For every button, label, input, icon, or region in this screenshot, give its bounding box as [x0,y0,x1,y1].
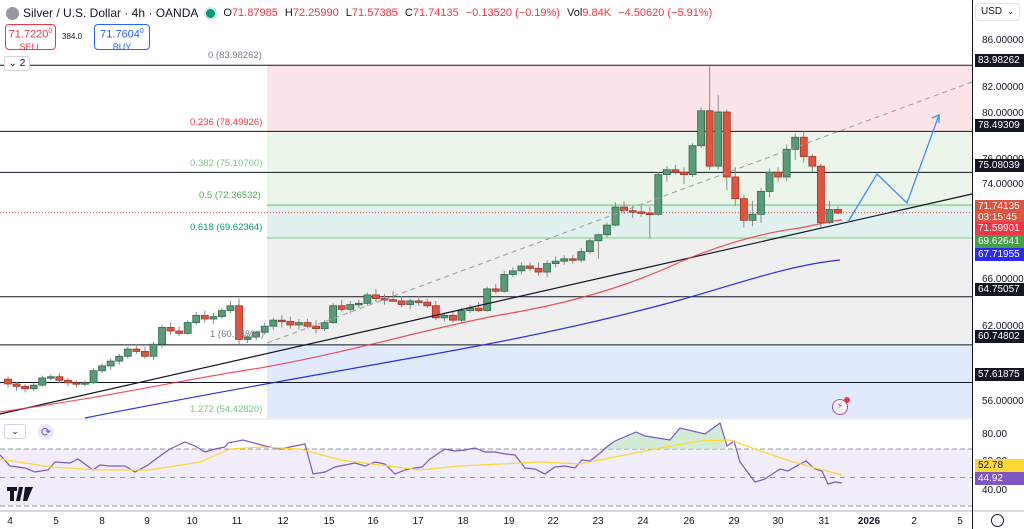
price-level-tag: 64.75057 [975,283,1024,296]
price-level-tag: 78.49309 [975,119,1024,132]
fib-level-label: 1 (60.74802) [210,329,264,340]
price-tick: 82.00000 [982,82,1024,93]
price-level-tag: 83.98262 [975,54,1024,67]
price-level-tag: 67.71955 [975,248,1024,261]
market-status-dot-icon [206,8,216,18]
price-tick: 86.00000 [982,35,1024,46]
volume-value: 9.84K [582,7,612,19]
high-value: 72.25990 [292,7,339,19]
ohlc-values: O71.87985 H72.25990 L71.57385 C71.74135 … [223,7,713,19]
price-tick: 62.00000 [982,321,1024,332]
sell-label: SELL [19,41,42,52]
tradingview-logo[interactable] [7,487,33,504]
time-tick: 29 [728,516,740,527]
sell-price: 71.7220 [8,28,49,41]
bar-countdown: 03:15:45 [978,212,1017,223]
fib-level-label: 0.5 (72.36532) [199,190,261,201]
time-tick: 2026 [857,516,881,527]
rsi-tick: 80.00 [982,429,1008,440]
currency-selector[interactable]: USD ⌄ [975,3,1020,21]
sell-button[interactable]: 71.72200 SELL [5,24,56,52]
price-level-tag: 60.74802 [975,330,1024,343]
time-tick: 17 [412,516,424,527]
volume-change-value: −4.50620 (−5.91%) [618,7,713,19]
symbol-title[interactable]: Silver / U.S. Dollar · 4h · OANDA [23,6,199,20]
rsi-tick: 40.00 [982,485,1008,496]
time-tick: 31 [818,516,830,527]
indicators-collapse-button[interactable]: ⌄ 2 [4,56,30,71]
time-tick: 26 [683,516,695,527]
buy-button[interactable]: 71.76040 BUY [94,24,150,52]
time-tick: 5 [53,516,59,527]
time-tick: 23 [592,516,604,527]
price-level-tag: 75.08039 [975,159,1024,172]
time-tick: 16 [367,516,379,527]
buy-price: 71.7604 [100,28,140,41]
price-tick: 66.00000 [982,274,1024,285]
time-tick: 8 [99,516,105,527]
low-value: 71.57385 [351,7,398,19]
symbol-header: Silver / U.S. Dollar · 4h · OANDA O71.87… [6,4,716,22]
fib-level-label: 0.618 (69.62364) [190,222,263,233]
silver-symbol-icon [6,6,19,20]
buy-label: BUY [112,41,132,52]
time-tick: 24 [637,516,649,527]
time-tick: 11 [231,516,243,527]
fib-level-label: 1.272 (54.42820) [190,404,263,415]
price-tick: 74.00000 [982,179,1024,190]
price-level-tag: 57.61875 [975,368,1024,381]
time-tick: 12 [277,516,289,527]
time-tick: 15 [323,516,335,527]
settings-icon[interactable] [991,514,1004,527]
time-tick: 9 [144,516,150,527]
rsi-value-tag: 44.92 [975,472,1024,485]
open-value: 71.87985 [231,7,278,19]
fib-level-label: 0.236 (78.49926) [190,117,263,128]
flash-alert-icon[interactable]: ⚡ [832,397,850,415]
rsi-value-tag: 52.78 [975,459,1024,472]
time-tick: 19 [503,516,515,527]
time-tick: 10 [186,516,198,527]
notification-badge [844,397,850,403]
fib-level-label: 0.382 (75.10700) [190,158,263,169]
price-tick: 56.00000 [982,396,1024,407]
time-tick: 2 [911,516,917,527]
time-tick: 4 [7,516,13,527]
time-tick: 30 [772,516,784,527]
change-value: −0.13520 (−0.19%) [465,7,560,19]
refresh-icon[interactable]: ⟳ [38,424,54,440]
price-level-tag: 69.62641 [975,235,1024,248]
rsi-collapse-button[interactable]: ⌄ [4,424,26,439]
chevron-down-icon: ⌄ [1007,7,1014,16]
time-tick: 5 [957,516,963,527]
time-tick: 22 [547,516,559,527]
close-value: 71.74135 [412,7,459,19]
price-tick: 80.00000 [982,108,1024,119]
currency-label: USD [981,6,1003,17]
spread-value: 384.0 [62,32,83,41]
price-level-tag: 71.74135 03:15:45 [975,200,1024,224]
price-level-tag: 71.59901 [975,222,1024,235]
fib-level-label: 0 (83.98262) [208,50,262,61]
time-tick: 18 [457,516,469,527]
